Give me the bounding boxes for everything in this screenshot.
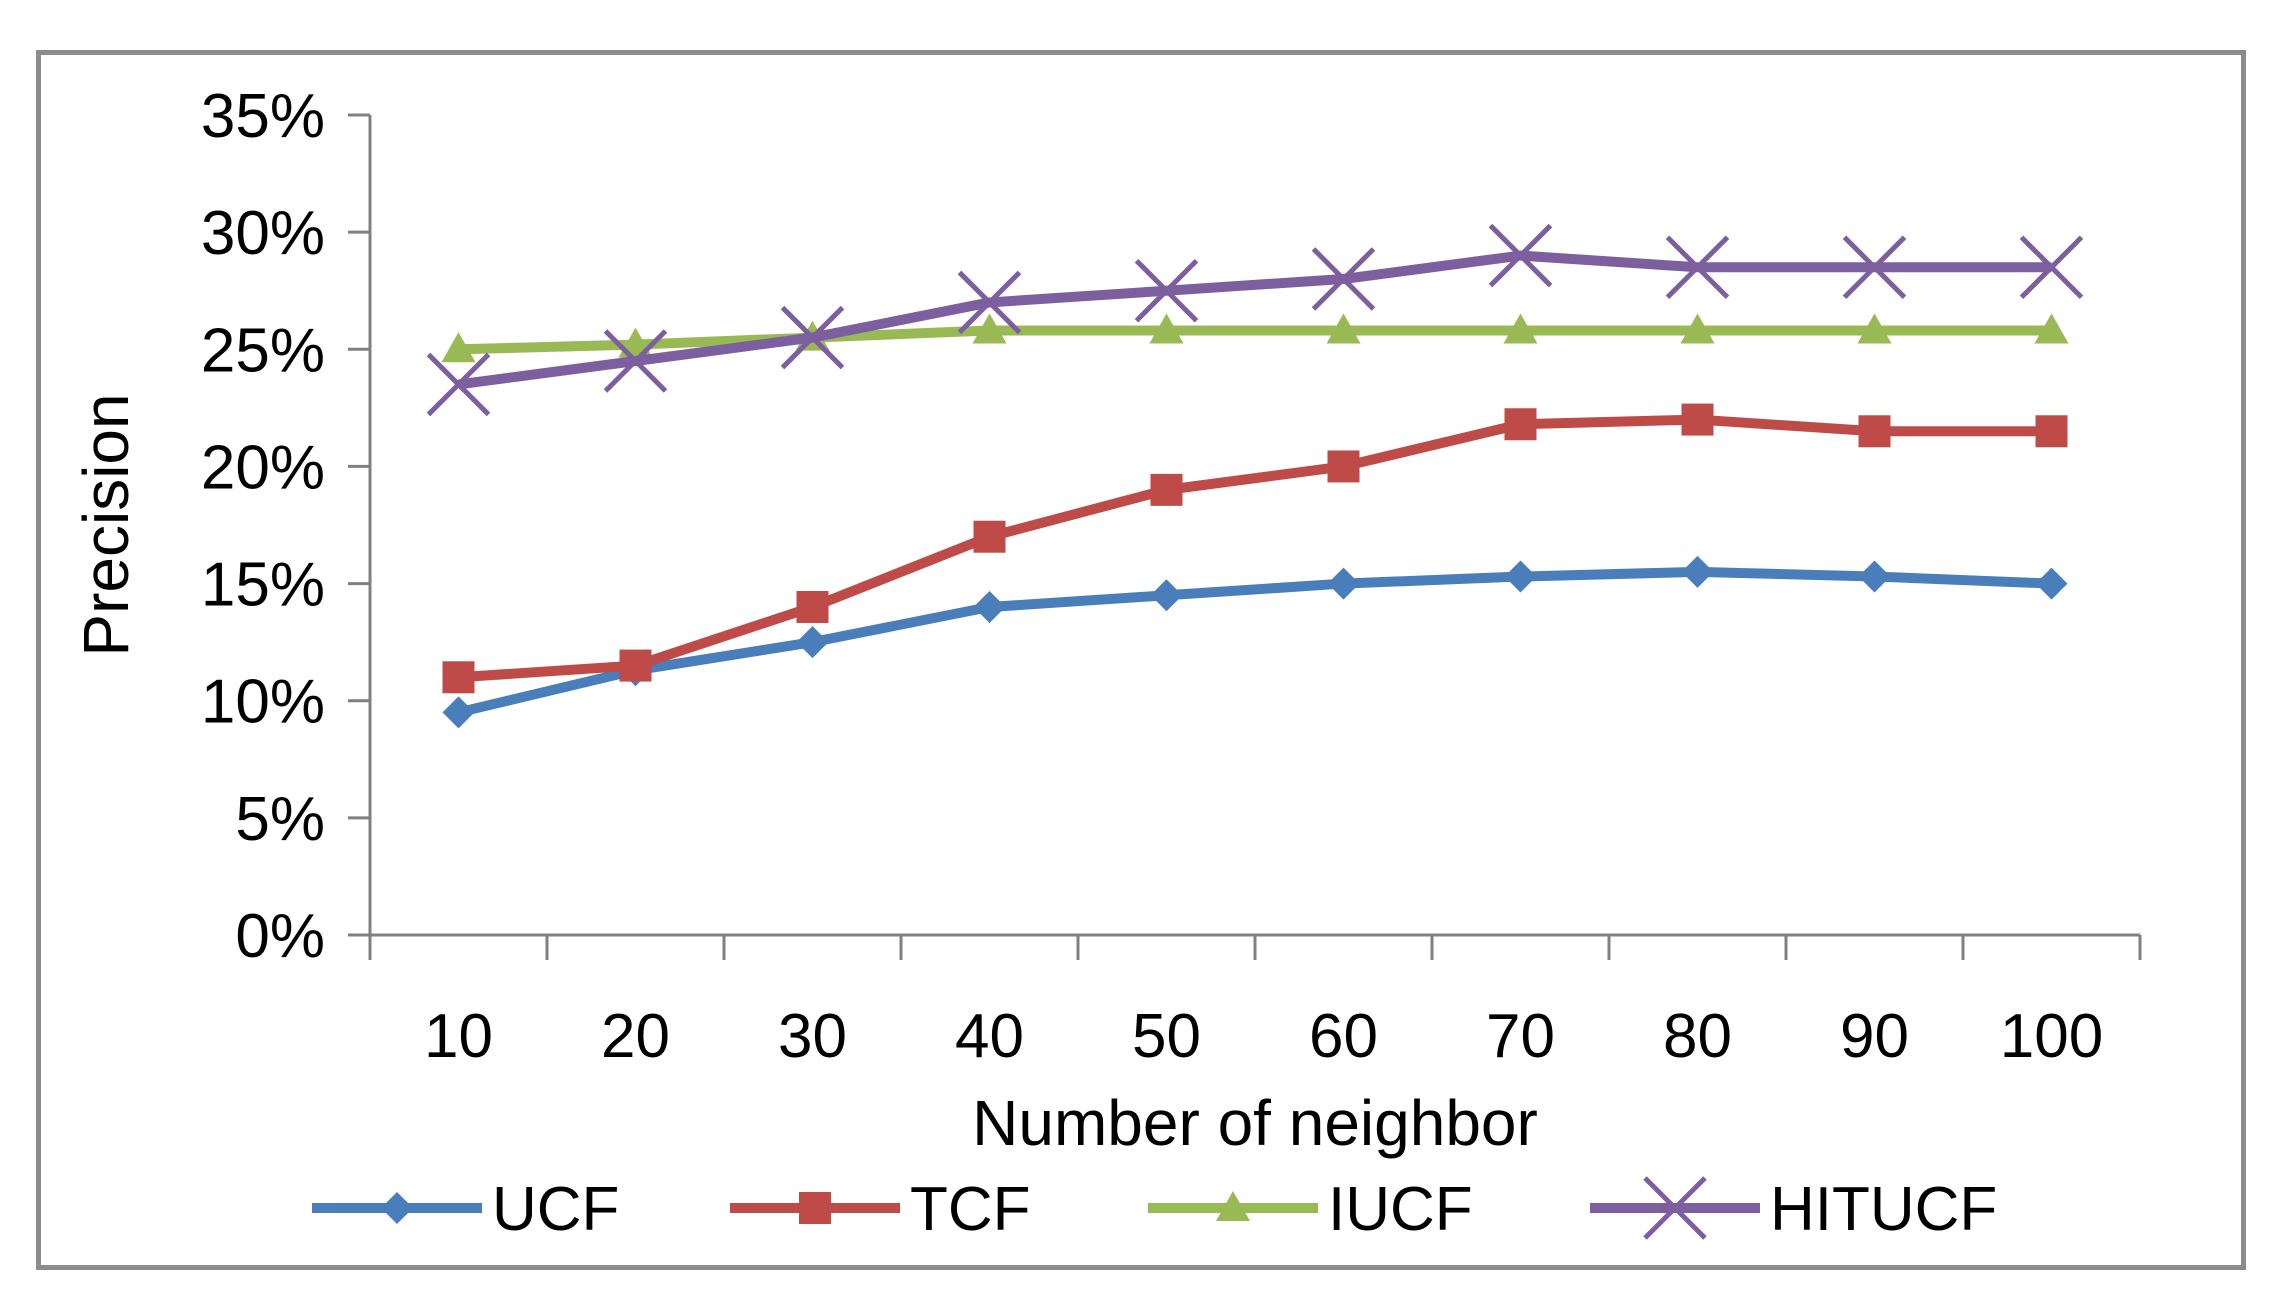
legend-label-ucf: UCF [492,1175,619,1244]
x-tick-label: 50 [1132,1002,1201,1071]
legend-item-ucf: UCF [312,1175,619,1244]
data-point-hitucf [1134,258,1199,323]
data-point-ucf [2035,567,2068,600]
series-ucf [442,555,2068,729]
data-point-hitucf [957,270,1022,335]
x-tick-label: 30 [778,1002,847,1071]
data-point-iucf [972,313,1007,344]
data-point-iucf [1857,313,1892,344]
legend-marker-iucf [1216,1191,1250,1221]
x-axis-title: Number of neighbor [972,1087,1538,1159]
y-axis-title: Precision [70,393,142,656]
x-tick-label: 10 [424,1002,493,1071]
data-point-hitucf [603,329,668,393]
data-point-tcf [973,520,1006,553]
legend-label-tcf: TCF [910,1175,1031,1244]
series-line-tcf [458,414,2052,683]
data-point-iucf [1680,313,1715,344]
series-line-hitucf [457,250,2052,390]
x-tick-label: 90 [1840,1002,1909,1071]
data-point-ucf [1327,567,1360,600]
y-tick-label: 30% [201,199,325,268]
y-tick-label: 20% [201,433,325,502]
data-point-iucf [1503,313,1538,344]
data-point-ucf [1858,560,1891,593]
data-point-hitucf [1842,235,1907,300]
axes: 0% 5% 10% 15% 20% 25% 30% 35% 10 20 30 40 50 60 70 80 90… [201,82,2142,1071]
y-tick-label: 5% [235,785,325,854]
data-point-tcf [619,649,652,682]
data-point-iucf [1149,313,1184,344]
data-point-iucf [441,332,476,363]
series-iucf [441,313,2069,363]
series-line-ucf [457,566,2052,718]
legend: UCF TCF IUCF HITUCF [312,1175,1997,1244]
legend-label-iucf: IUCF [1328,1175,1473,1244]
legend-item-tcf: TCF [730,1175,1031,1244]
y-tick-label: 15% [201,551,325,620]
data-point-hitucf [1488,223,1553,288]
data-point-ucf [796,626,829,659]
data-point-tcf [796,591,829,623]
data-point-ucf [442,696,475,729]
x-tick-label: 20 [601,1002,670,1071]
series-line-iucf [458,325,2052,355]
x-tick-label: 80 [1663,1002,1732,1071]
data-point-hitucf [1665,235,1730,300]
x-tick-label: 60 [1309,1002,1378,1071]
x-tick-label: 100 [2000,1002,2103,1071]
data-point-tcf [1681,403,1714,436]
data-point-tcf [2035,415,2068,448]
data-point-iucf [1326,313,1361,344]
data-point-ucf [1150,579,1183,612]
legend-item-hitucf: HITUCF [1590,1175,1997,1244]
data-point-hitucf [1311,247,1376,311]
y-tick-label: 10% [201,668,325,737]
data-point-tcf [1858,415,1891,448]
series-layer [426,223,2084,729]
series-tcf [442,403,2068,694]
data-point-tcf [1327,450,1360,483]
y-tick-label: 25% [201,316,325,385]
legend-marker-ucf [381,1192,413,1224]
legend-item-iucf: IUCF [1148,1175,1473,1244]
data-point-ucf [1681,555,1714,588]
series-hitucf [426,223,2084,417]
data-point-hitucf [426,352,491,417]
data-point-hitucf [780,305,845,370]
y-tick-label: 35% [201,82,325,151]
data-point-hitucf [2019,235,2084,300]
x-tick-label: 70 [1486,1002,1555,1071]
data-point-ucf [1504,560,1537,593]
chart-frame [36,50,2246,1270]
data-point-iucf [2034,313,2069,344]
data-point-ucf [973,591,1006,623]
data-point-tcf [1150,473,1183,506]
data-point-tcf [1504,408,1537,441]
legend-label-hitucf: HITUCF [1770,1175,1997,1244]
legend-marker-tcf [799,1192,831,1224]
x-tick-label: 40 [955,1002,1024,1071]
legend-marker-hitucf [1643,1176,1707,1240]
data-point-tcf [442,661,475,694]
y-tick-label: 0% [235,902,325,971]
